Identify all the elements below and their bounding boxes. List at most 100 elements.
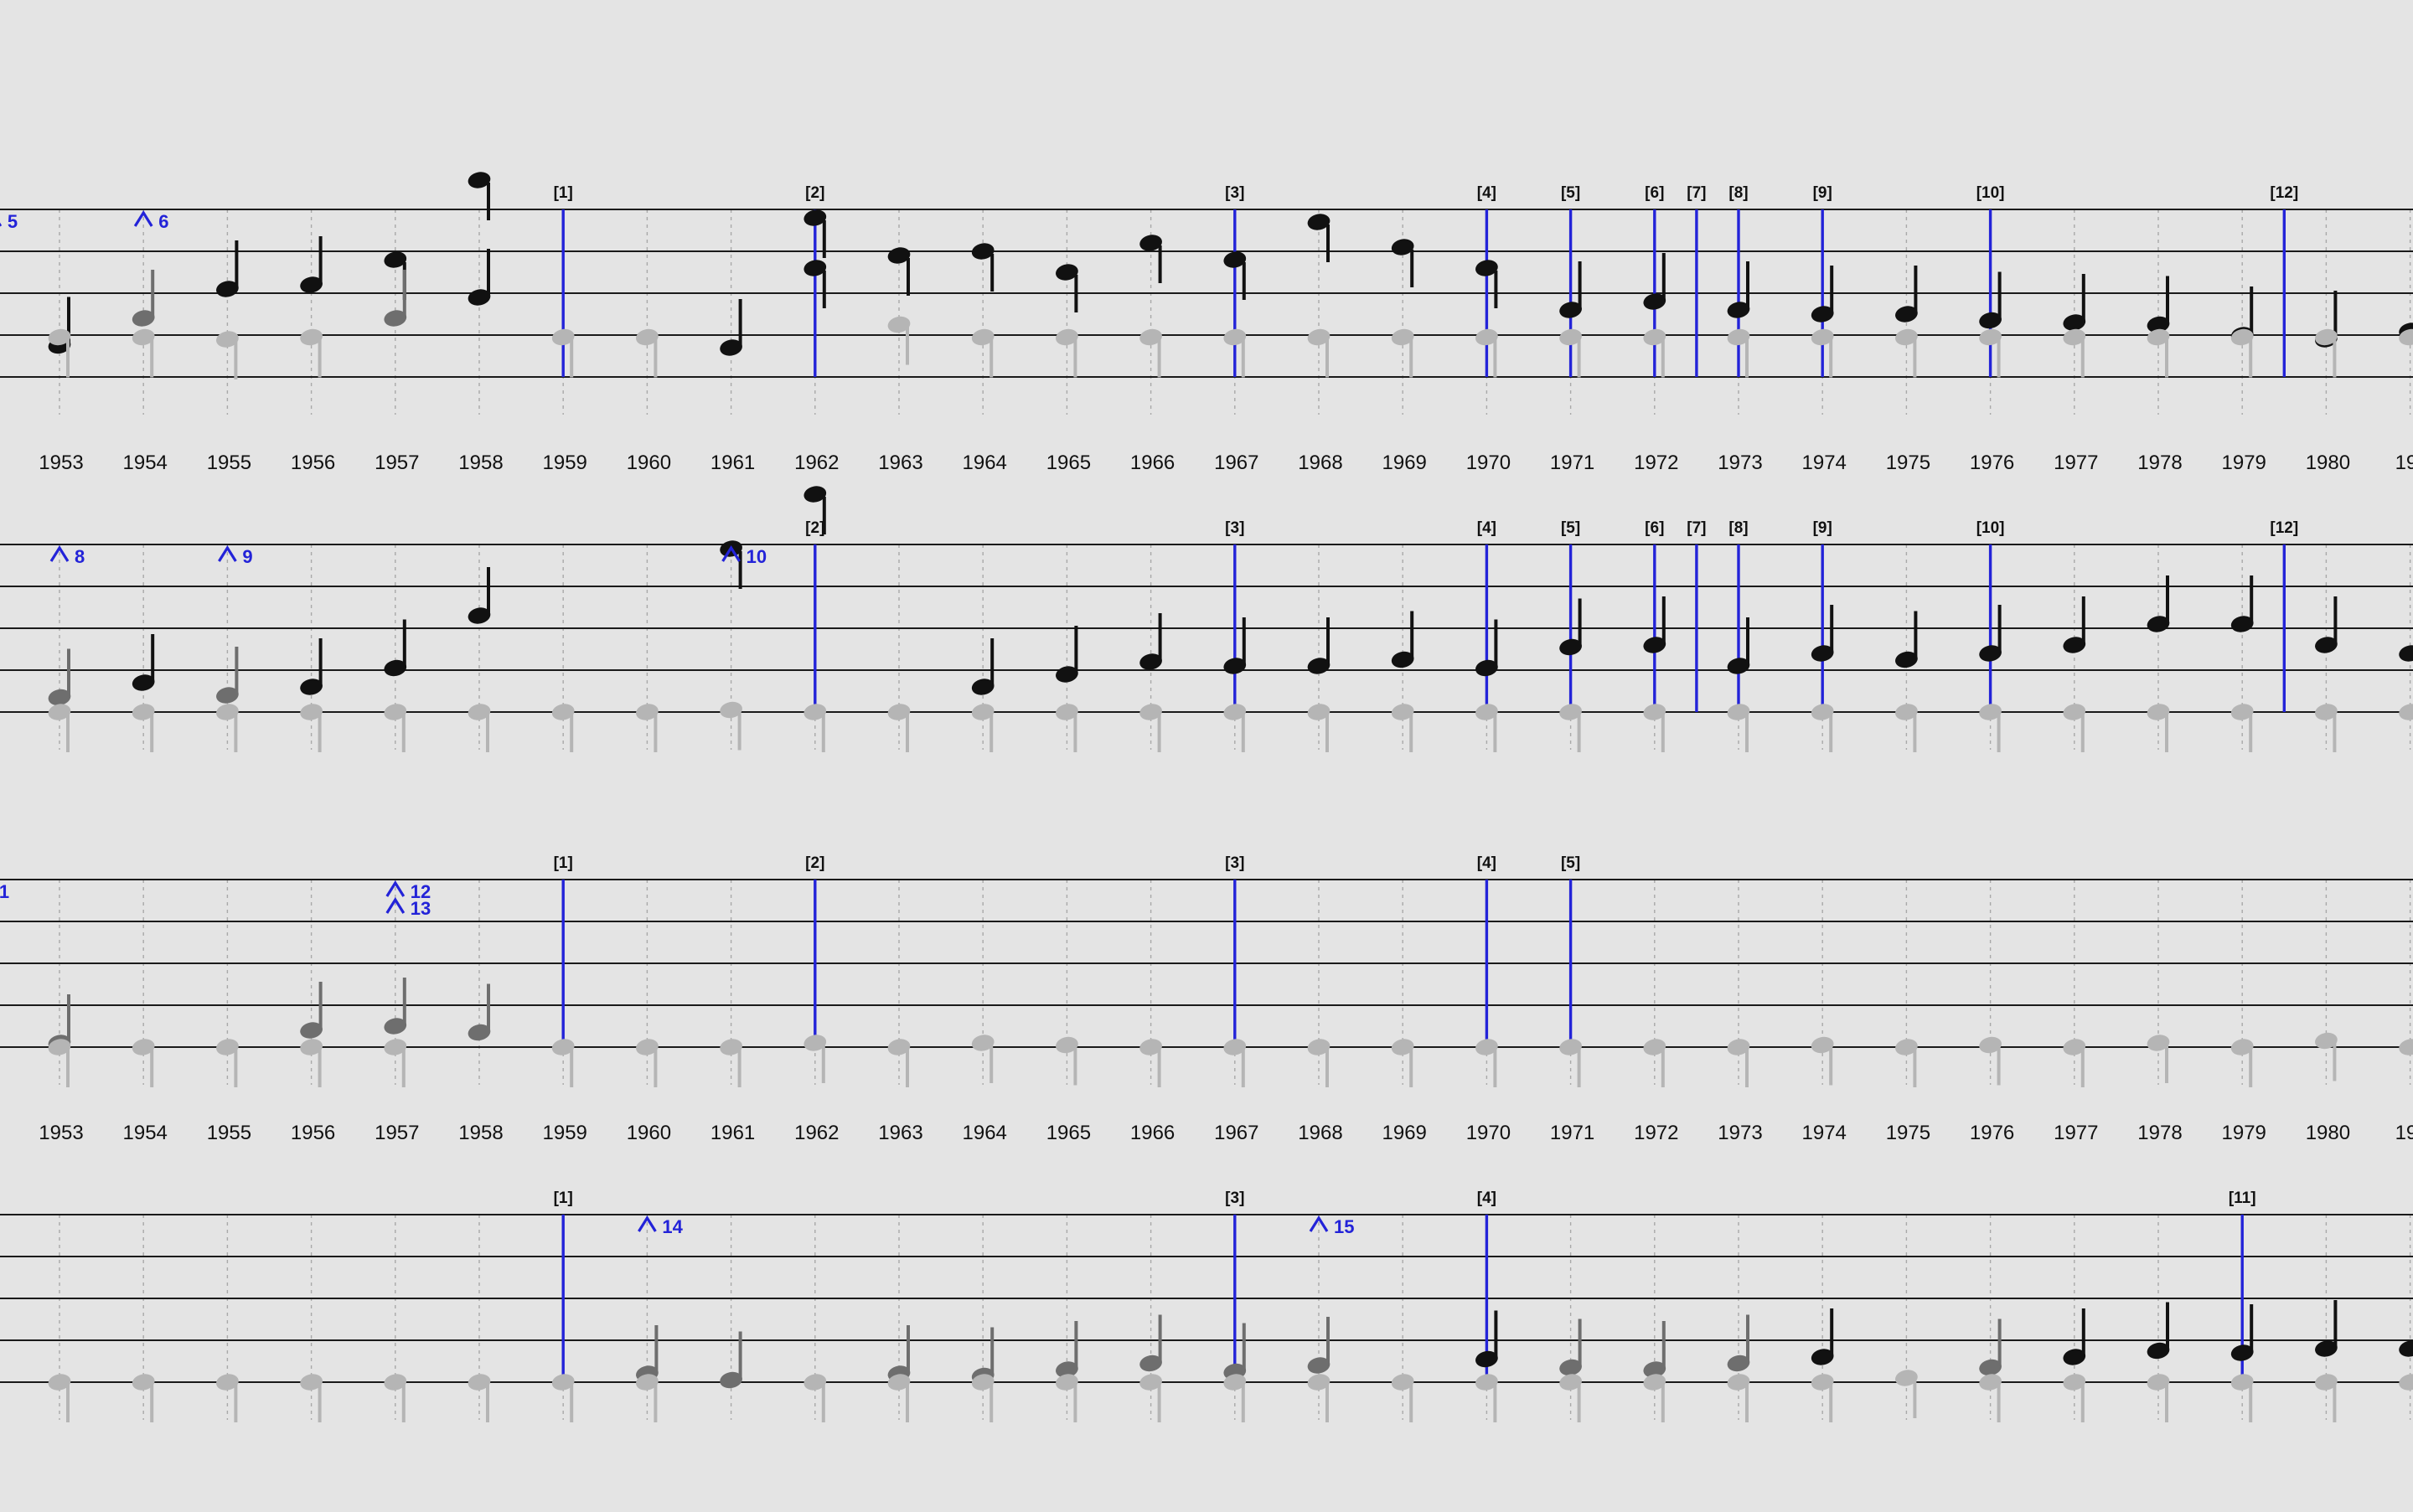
note xyxy=(1979,271,2002,329)
note-head xyxy=(1139,328,1162,346)
note xyxy=(300,638,323,695)
note-head xyxy=(132,704,155,720)
note xyxy=(132,328,155,378)
note xyxy=(2063,596,2086,653)
note xyxy=(803,1035,827,1083)
event-marker-label: [12] xyxy=(2270,184,2298,202)
note-head xyxy=(1391,328,1414,346)
year-label: 1969 xyxy=(1382,1122,1427,1144)
note-head xyxy=(1056,1374,1078,1391)
note-head xyxy=(971,704,995,720)
note xyxy=(636,1039,659,1087)
note xyxy=(1727,1039,1750,1087)
note-head xyxy=(1475,1374,1498,1391)
note-head xyxy=(1223,251,1247,268)
note-head xyxy=(1643,1361,1666,1378)
note xyxy=(1979,328,2002,378)
note xyxy=(971,704,995,752)
note-head xyxy=(1643,704,1666,720)
note-head xyxy=(2399,1340,2413,1357)
note-head xyxy=(216,281,239,297)
note xyxy=(300,1039,323,1087)
note xyxy=(1559,328,1582,378)
note xyxy=(1811,704,1834,752)
event-marker-label: [3] xyxy=(1225,519,1244,537)
note-head xyxy=(384,1039,407,1055)
accent-caret-icon xyxy=(1309,1215,1329,1232)
note xyxy=(48,1039,71,1087)
note-head xyxy=(1811,1036,1834,1054)
note xyxy=(1139,328,1162,378)
note-head xyxy=(2315,704,2338,720)
note xyxy=(1559,1039,1582,1087)
year-label: 1961 xyxy=(710,452,755,474)
note xyxy=(1895,1039,1918,1087)
note-head xyxy=(1811,1349,1834,1365)
note xyxy=(384,1374,407,1422)
note-head xyxy=(48,1374,71,1391)
year-label: 1972 xyxy=(1634,1122,1678,1144)
note-head xyxy=(132,310,155,327)
note xyxy=(1056,1321,1078,1378)
note xyxy=(1643,704,1666,752)
note xyxy=(2315,704,2338,752)
note-head xyxy=(1811,704,1834,720)
note xyxy=(1475,1310,1498,1368)
note-head xyxy=(1979,1374,2002,1391)
note-head xyxy=(1307,658,1331,674)
year-label: 1966 xyxy=(1130,1122,1175,1144)
note-head xyxy=(48,704,71,720)
note-head xyxy=(1811,328,1834,346)
note xyxy=(300,328,323,378)
note xyxy=(1056,264,1078,312)
note-head xyxy=(1391,651,1414,668)
note xyxy=(2147,1374,2170,1422)
note xyxy=(1056,328,1078,378)
note xyxy=(887,704,911,752)
note-head xyxy=(803,704,827,720)
event-marker-label: [9] xyxy=(1813,519,1832,537)
note-head xyxy=(803,260,827,276)
note xyxy=(1811,1308,1834,1365)
year-label: 1955 xyxy=(207,452,251,474)
note-head xyxy=(2147,704,2170,720)
note xyxy=(887,1374,911,1422)
note xyxy=(1727,1314,1750,1372)
note xyxy=(216,240,239,297)
year-label: 1980 xyxy=(2306,1122,2350,1144)
note-head xyxy=(1559,328,1582,346)
note xyxy=(1307,214,1331,262)
note-head xyxy=(384,251,407,268)
note-head xyxy=(1811,1374,1834,1391)
note-head xyxy=(384,310,407,327)
note xyxy=(1475,328,1498,378)
event-marker-label: [3] xyxy=(1225,184,1244,202)
note-head xyxy=(1475,1039,1498,1055)
note xyxy=(720,299,742,356)
note xyxy=(803,260,827,308)
note-head xyxy=(1056,1361,1078,1378)
note xyxy=(1391,611,1414,668)
year-label: 1977 xyxy=(2054,1122,2098,1144)
accent-caret-icon xyxy=(133,209,153,227)
event-marker-label: [9] xyxy=(1813,184,1832,202)
note xyxy=(1559,261,1582,318)
accent-label: 12 xyxy=(411,881,431,902)
note xyxy=(1307,1374,1331,1422)
note-head xyxy=(1139,704,1162,720)
note xyxy=(2230,704,2254,752)
note xyxy=(216,1374,239,1422)
year-label: 1959 xyxy=(543,452,587,474)
note-head xyxy=(1727,302,1750,318)
note xyxy=(216,331,239,379)
year-label: 1960 xyxy=(627,1122,671,1144)
note-head xyxy=(551,1374,575,1391)
note xyxy=(636,704,659,752)
note xyxy=(1727,328,1750,378)
note-head xyxy=(1056,666,1078,683)
year-label: 1971 xyxy=(1550,452,1594,474)
note xyxy=(803,486,827,534)
note xyxy=(1307,328,1331,378)
note xyxy=(468,704,491,752)
note-head xyxy=(971,1374,995,1391)
